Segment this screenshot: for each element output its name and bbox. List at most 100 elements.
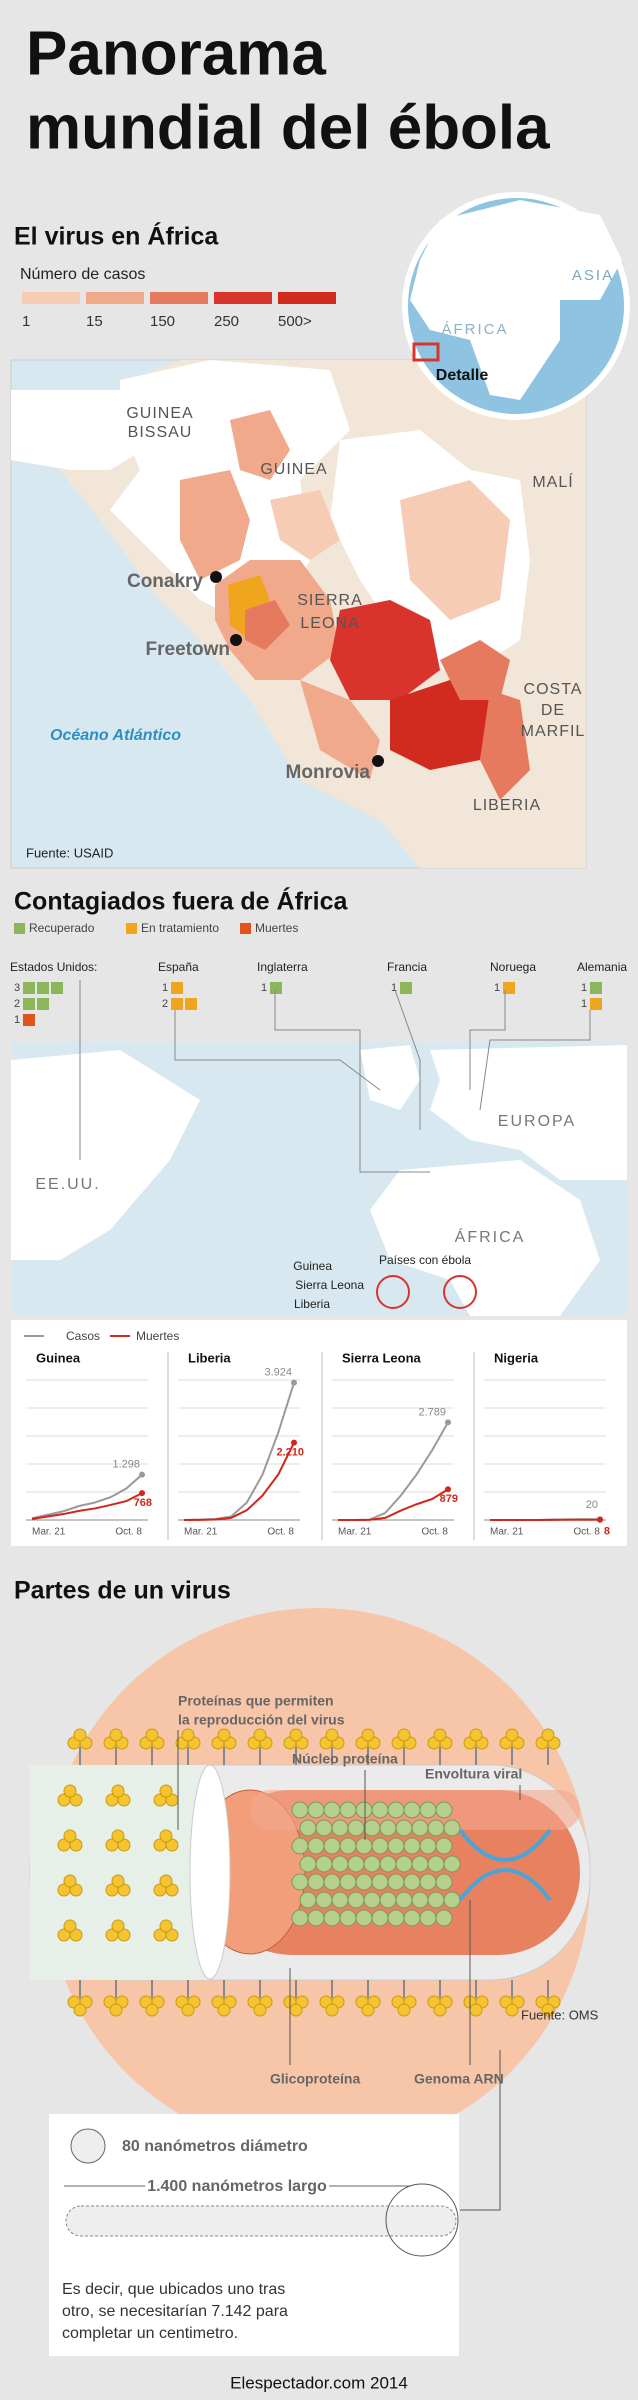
value-label: 2.789	[418, 1406, 446, 1418]
value-label: 2.210	[276, 1447, 304, 1459]
globe-label: Detalle	[436, 367, 489, 384]
case-count: 1	[162, 982, 168, 994]
map-note: Guinea	[293, 1259, 332, 1273]
nucleoprotein	[403, 1801, 421, 1819]
region	[270, 490, 340, 560]
region	[228, 575, 270, 640]
nucleoprotein	[379, 1855, 397, 1873]
nucleoprotein	[443, 1855, 461, 1873]
nucleoprotein	[339, 1801, 357, 1819]
glycoprotein	[63, 1874, 77, 1888]
glycoprotein	[159, 1874, 173, 1888]
case-box	[23, 1014, 35, 1026]
nucleoprotein	[371, 1801, 389, 1819]
legend-label: 500>	[278, 313, 312, 330]
glycoprotein	[397, 1728, 411, 1742]
glycoprotein	[69, 1928, 83, 1942]
glycoprotein	[361, 1728, 375, 1742]
nucleoprotein	[387, 1873, 405, 1891]
glycoprotein	[361, 2003, 375, 2017]
region	[440, 640, 510, 700]
case-count: 1	[494, 982, 500, 994]
virus-label: la reproducción del virus	[178, 1712, 345, 1728]
source: Fuente: USAID	[26, 845, 113, 860]
glycoprotein	[117, 1838, 131, 1852]
glycoprotein	[325, 2003, 339, 2017]
glycoprotein	[253, 1728, 267, 1742]
nucleoprotein	[331, 1891, 349, 1909]
glycoprotein	[117, 1928, 131, 1942]
nucleoprotein	[443, 1891, 461, 1909]
legend-swatch	[22, 292, 80, 304]
nucleoprotein	[435, 1801, 453, 1819]
nucleoprotein	[419, 1801, 437, 1819]
value-label: 3.924	[264, 1367, 292, 1379]
nucleoprotein	[355, 1801, 373, 1819]
country-name: Estados Unidos:	[10, 960, 97, 974]
highlight-circle	[376, 1275, 410, 1309]
glycoprotein	[541, 1728, 555, 1742]
region-label: ÁFRICA	[455, 1227, 526, 1246]
land	[11, 390, 170, 470]
nucleoprotein	[291, 1873, 309, 1891]
glycoprotein	[69, 1793, 83, 1807]
value-label: 768	[134, 1497, 152, 1509]
city-label: Freetown	[146, 639, 230, 660]
land	[11, 1050, 200, 1260]
glycoprotein	[111, 1784, 125, 1798]
city-dot	[372, 755, 384, 767]
glycoprotein	[117, 1793, 131, 1807]
line-series	[31, 1473, 143, 1520]
rna-helix	[458, 1828, 552, 1902]
glycoprotein	[69, 1883, 83, 1897]
footer: Elespectador.com 2014	[230, 2373, 408, 2392]
glycoprotein	[145, 1728, 159, 1742]
legend-label: 150	[150, 313, 175, 330]
nucleoprotein	[371, 1873, 389, 1891]
section-heading: El virus en África	[14, 222, 219, 251]
legend-swatch	[126, 923, 137, 934]
glycoprotein	[181, 2003, 195, 2017]
section-heading: Contagiados fuera de África	[14, 887, 348, 916]
city-dot	[230, 634, 242, 646]
case-box	[23, 982, 35, 994]
nucleoprotein	[355, 1873, 373, 1891]
end-point	[291, 1439, 297, 1446]
legend-swatch	[86, 292, 144, 304]
legend-title: Número de casos	[20, 266, 145, 283]
value-label: 1.298	[112, 1458, 140, 1470]
country-name: Inglaterra	[257, 960, 308, 974]
country-label: MALÍ	[532, 472, 573, 491]
glycoprotein	[111, 1874, 125, 1888]
virus-envelope-end	[189, 1764, 231, 1980]
nucleoprotein	[291, 1909, 309, 1927]
case-box	[37, 982, 49, 994]
nucleoprotein	[323, 1801, 341, 1819]
nucleoprotein	[379, 1891, 397, 1909]
nucleoprotein	[435, 1837, 453, 1855]
box-text: completar un centimetro.	[62, 2325, 238, 2342]
case-box	[171, 998, 183, 1010]
nucleoprotein	[347, 1819, 365, 1837]
x-tick-label: Mar. 21	[32, 1527, 66, 1538]
country-name: Alemania	[577, 960, 627, 974]
glycoprotein	[117, 1883, 131, 1897]
legend-swatch	[150, 292, 208, 304]
case-count: 3	[14, 982, 20, 994]
zoom-circle	[385, 2183, 459, 2257]
globe-land	[410, 200, 622, 400]
country-name: Francia	[387, 960, 427, 974]
nucleoprotein	[315, 1891, 333, 1909]
legend-label: Muertes	[136, 1329, 179, 1343]
nucleoprotein	[363, 1891, 381, 1909]
value-label: 879	[440, 1493, 458, 1505]
line-series	[338, 1488, 449, 1521]
nucleoprotein	[331, 1819, 349, 1837]
region	[300, 680, 380, 780]
africa-map	[11, 360, 586, 868]
nucleoprotein	[403, 1909, 421, 1927]
title: Panorama	[26, 19, 326, 88]
case-box	[185, 998, 197, 1010]
value-label: 8	[604, 1526, 610, 1538]
